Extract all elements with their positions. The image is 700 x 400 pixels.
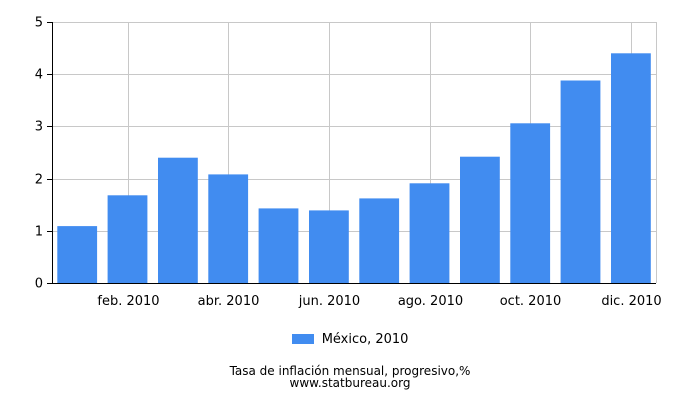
x-tick-label: dic. 2010 (601, 294, 661, 309)
x-tick-label: abr. 2010 (198, 294, 260, 309)
bar (309, 210, 349, 283)
bars (57, 53, 651, 283)
x-tick-label: jun. 2010 (298, 294, 360, 309)
y-tick-label: 5 (35, 16, 43, 31)
bar (158, 157, 198, 283)
bar (107, 195, 148, 283)
bar (510, 123, 551, 283)
bar (560, 80, 601, 283)
y-tick-label: 1 (35, 225, 43, 240)
bar (460, 156, 500, 283)
bar-chart: 0 1 2 3 4 5 feb. 2010 abr. 2010 jun. 2010 ago. 20… (35, 16, 662, 310)
y-tick-label: 3 (35, 120, 43, 135)
y-tick-label: 0 (35, 277, 43, 292)
tick-labels: 0 1 2 3 4 5 feb. 2010 abr. 2010 jun. 2010 ago. 20… (35, 16, 662, 310)
bar (57, 226, 98, 283)
x-tick-label: feb. 2010 (97, 294, 159, 309)
axes (47, 22, 656, 284)
chart-source: www.statbureau.org (289, 376, 411, 390)
bar (359, 198, 400, 283)
legend-swatch (291, 333, 314, 344)
x-tick-label: ago. 2010 (398, 294, 463, 309)
bar (611, 53, 651, 283)
chart-title: Tasa de inflación mensual, progresivo,% (229, 364, 471, 378)
legend: México, 2010 (0, 332, 700, 347)
y-tick-label: 2 (35, 173, 43, 188)
bar (208, 174, 249, 283)
x-tick-label: oct. 2010 (500, 294, 562, 309)
legend-label: México, 2010 (321, 332, 409, 347)
y-tick-label: 4 (35, 68, 43, 83)
bar (409, 183, 450, 283)
bar (258, 208, 299, 283)
